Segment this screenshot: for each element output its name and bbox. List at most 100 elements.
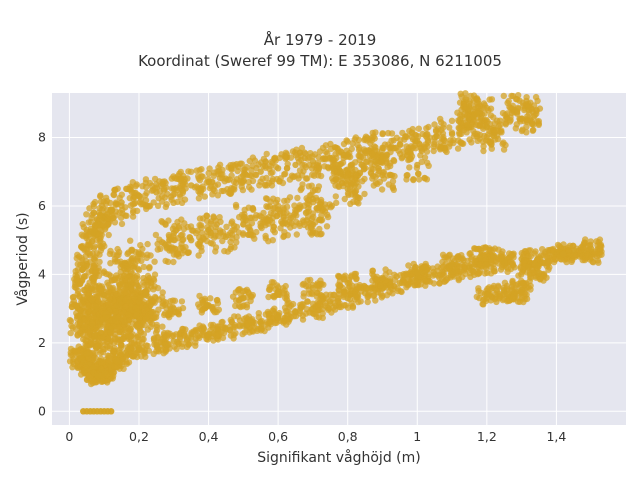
data-point — [151, 175, 159, 183]
data-point — [596, 251, 603, 259]
data-point — [387, 144, 394, 151]
data-point — [299, 300, 306, 308]
data-point — [245, 178, 252, 186]
data-point — [213, 297, 221, 304]
x-axis-label: Signifikant våghöjd (m) — [257, 449, 420, 466]
data-point — [501, 279, 509, 286]
data-point — [90, 203, 98, 210]
data-point — [390, 137, 397, 144]
data-point — [337, 168, 344, 175]
data-point — [378, 294, 385, 301]
data-point — [129, 292, 136, 299]
data-point — [205, 302, 212, 309]
data-point — [518, 271, 525, 278]
data-point — [111, 276, 119, 283]
data-point — [240, 295, 247, 302]
data-point — [500, 139, 507, 146]
data-point — [580, 241, 587, 248]
data-point — [125, 359, 133, 366]
data-point — [460, 127, 468, 134]
data-point — [170, 258, 177, 266]
data-point — [282, 282, 289, 290]
data-point — [429, 265, 436, 272]
data-point — [124, 311, 132, 318]
data-point — [145, 347, 152, 354]
data-point — [531, 112, 538, 119]
data-point — [423, 125, 430, 132]
data-point — [412, 263, 419, 271]
data-point — [535, 120, 542, 127]
data-point — [483, 133, 490, 141]
data-point — [168, 196, 175, 203]
data-point — [92, 335, 99, 342]
data-point — [490, 132, 497, 139]
data-point — [372, 129, 379, 136]
data-point — [514, 110, 521, 117]
data-point — [448, 260, 456, 268]
data-point — [409, 276, 416, 283]
data-point — [313, 205, 321, 212]
data-point — [118, 191, 126, 198]
data-point — [406, 164, 413, 171]
data-point — [439, 263, 447, 270]
x-tick-label: 0,4 — [199, 429, 219, 444]
data-point — [499, 258, 506, 265]
data-point — [196, 292, 203, 300]
data-point — [216, 161, 224, 168]
data-point — [341, 195, 348, 203]
data-point — [282, 149, 290, 156]
data-point — [477, 261, 484, 268]
data-point — [113, 326, 120, 333]
data-point — [184, 175, 191, 182]
data-point — [108, 212, 116, 220]
data-point — [305, 213, 312, 221]
data-point — [123, 269, 130, 276]
data-point — [500, 146, 508, 153]
y-tick-label: 4 — [38, 266, 46, 281]
data-point — [507, 117, 514, 124]
data-point — [221, 247, 228, 255]
data-point — [312, 229, 319, 237]
data-point — [141, 288, 149, 295]
data-point — [277, 225, 284, 232]
data-point — [151, 293, 159, 301]
data-point — [230, 335, 237, 342]
data-point — [336, 161, 344, 168]
data-point — [147, 318, 154, 325]
data-point — [263, 150, 270, 158]
data-point — [214, 168, 221, 175]
data-point — [263, 203, 270, 210]
data-point — [100, 221, 107, 228]
data-point — [162, 220, 169, 228]
data-point — [410, 176, 417, 183]
data-point — [135, 286, 142, 293]
data-point — [178, 175, 185, 182]
data-point — [414, 269, 421, 276]
data-point — [110, 369, 117, 377]
y-tick-label: 8 — [38, 129, 46, 144]
data-point — [219, 334, 227, 342]
data-point — [79, 244, 86, 251]
data-point — [351, 273, 359, 280]
data-point — [473, 293, 480, 300]
data-point — [481, 270, 489, 277]
data-point — [169, 297, 177, 304]
data-point — [298, 144, 306, 152]
data-point — [212, 244, 220, 251]
data-point — [545, 266, 552, 273]
data-point — [262, 158, 270, 166]
data-point — [82, 337, 89, 344]
data-point — [190, 328, 197, 335]
data-point — [390, 186, 397, 193]
data-point — [198, 166, 205, 173]
data-point — [388, 130, 396, 137]
data-point — [185, 249, 192, 256]
data-point — [170, 305, 177, 312]
data-point — [79, 266, 86, 274]
data-point — [249, 154, 257, 161]
data-point — [431, 121, 438, 128]
data-point — [222, 326, 230, 333]
data-point — [74, 278, 81, 285]
data-point — [142, 176, 150, 183]
data-point — [211, 234, 218, 241]
